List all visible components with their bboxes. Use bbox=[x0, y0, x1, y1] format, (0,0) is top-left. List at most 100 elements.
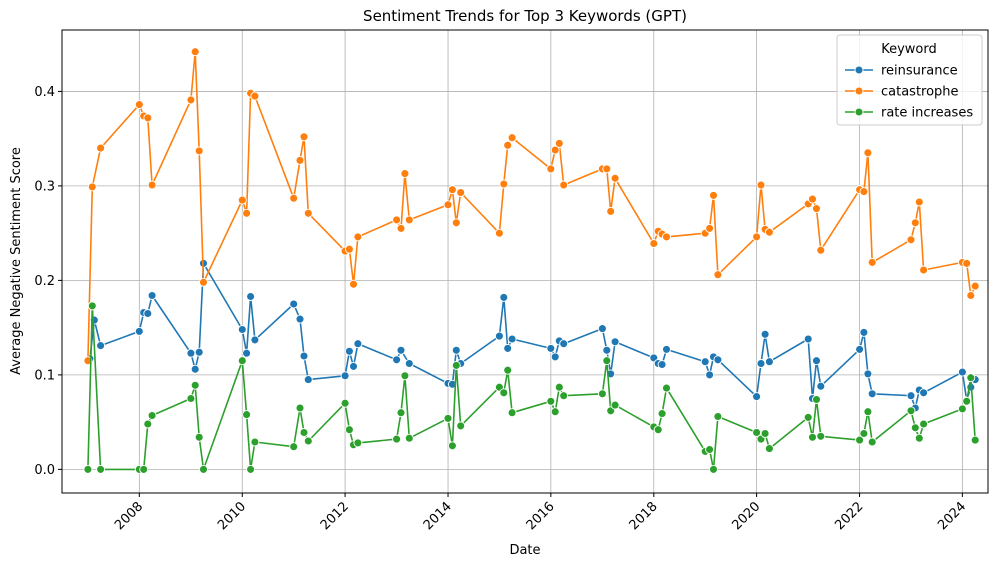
data-point-reinsurance bbox=[96, 341, 106, 351]
data-point-rate-increases bbox=[546, 396, 556, 406]
data-point-rate-increases bbox=[295, 403, 305, 413]
data-point-reinsurance bbox=[855, 344, 865, 354]
data-point-reinsurance bbox=[349, 361, 358, 371]
data-point-reinsurance bbox=[705, 370, 715, 380]
data-point-reinsurance bbox=[867, 389, 877, 399]
data-point-catastrophe bbox=[353, 232, 363, 242]
y-axis-title: Average Negative Sentiment Score bbox=[9, 147, 24, 375]
data-point-catastrophe bbox=[451, 218, 461, 228]
data-point-catastrophe bbox=[303, 208, 313, 218]
data-point-reinsurance bbox=[919, 388, 929, 398]
data-point-catastrophe bbox=[443, 200, 453, 210]
legend-items: reinsurance catastrophe rate increases bbox=[845, 64, 973, 121]
data-point-catastrophe bbox=[966, 291, 976, 300]
data-point-reinsurance bbox=[353, 339, 363, 349]
data-point-reinsurance bbox=[190, 364, 200, 374]
data-point-rate-increases bbox=[760, 429, 770, 438]
data-point-rate-increases bbox=[250, 437, 260, 447]
legend-title: Keyword bbox=[881, 42, 937, 57]
data-point-rate-increases bbox=[456, 421, 466, 431]
data-point-rate-increases bbox=[966, 373, 976, 383]
data-point-rate-increases bbox=[143, 419, 153, 429]
data-point-reinsurance bbox=[404, 359, 414, 368]
legend-label-reinsurance: reinsurance bbox=[881, 64, 958, 79]
data-point-rate-increases bbox=[396, 408, 406, 418]
data-point-catastrophe bbox=[392, 215, 402, 225]
data-point-catastrophe bbox=[242, 208, 252, 218]
data-point-rate-increases bbox=[859, 429, 869, 438]
data-point-rate-increases bbox=[910, 423, 920, 433]
data-point-rate-increases bbox=[816, 431, 826, 441]
series-catastrophe bbox=[83, 47, 980, 366]
data-point-rate-increases bbox=[147, 411, 157, 420]
data-point-catastrophe bbox=[808, 194, 817, 204]
data-point-catastrophe bbox=[143, 113, 153, 123]
data-point-catastrophe bbox=[87, 182, 97, 192]
data-point-catastrophe bbox=[906, 235, 916, 245]
data-point-catastrophe bbox=[237, 195, 247, 205]
data-point-reinsurance bbox=[610, 337, 620, 347]
data-point-reinsurance bbox=[752, 392, 762, 402]
data-point-catastrophe bbox=[550, 145, 560, 155]
data-point-rate-increases bbox=[87, 301, 97, 311]
data-point-catastrophe bbox=[190, 47, 200, 57]
legend-marker-rate-increases bbox=[854, 107, 864, 117]
data-point-rate-increases bbox=[919, 419, 929, 429]
data-point-rate-increases bbox=[803, 412, 813, 422]
data-point-reinsurance bbox=[340, 371, 350, 381]
series-layer bbox=[83, 47, 980, 474]
data-point-catastrophe bbox=[867, 257, 877, 267]
data-point-rate-increases bbox=[550, 407, 560, 417]
data-point-rate-increases bbox=[83, 464, 93, 474]
data-point-reinsurance bbox=[957, 367, 967, 377]
data-point-catastrophe bbox=[649, 239, 659, 248]
data-point-rate-increases bbox=[914, 433, 924, 443]
data-point-rate-increases bbox=[554, 382, 564, 392]
data-point-reinsurance bbox=[299, 351, 309, 361]
data-point-rate-increases bbox=[610, 400, 620, 410]
data-point-catastrophe bbox=[494, 228, 504, 238]
data-point-reinsurance bbox=[499, 292, 509, 302]
data-point-catastrophe bbox=[134, 100, 144, 110]
data-point-reinsurance bbox=[546, 343, 556, 353]
data-point-reinsurance bbox=[503, 343, 513, 353]
data-point-rate-increases bbox=[507, 408, 517, 418]
data-point-rate-increases bbox=[447, 441, 457, 451]
data-point-rate-increases bbox=[970, 435, 980, 445]
data-point-reinsurance bbox=[756, 359, 766, 368]
data-point-rate-increases bbox=[863, 407, 873, 417]
data-point-catastrophe bbox=[499, 179, 509, 189]
chart-title: Sentiment Trends for Top 3 Keywords (GPT… bbox=[363, 7, 687, 25]
y-tick-label: 0.3 bbox=[34, 179, 55, 194]
data-point-reinsurance bbox=[764, 357, 774, 367]
data-point-reinsurance bbox=[859, 327, 869, 337]
data-point-rate-increases bbox=[906, 406, 916, 416]
data-point-rate-increases bbox=[705, 445, 715, 454]
data-point-rate-increases bbox=[597, 389, 607, 399]
data-point-catastrophe bbox=[507, 133, 517, 143]
data-point-reinsurance bbox=[134, 326, 144, 336]
data-point-rate-increases bbox=[812, 395, 821, 404]
data-point-rate-increases bbox=[602, 356, 612, 366]
data-point-reinsurance bbox=[392, 355, 402, 365]
data-point-catastrophe bbox=[662, 232, 671, 242]
data-point-reinsurance bbox=[242, 348, 252, 358]
data-point-reinsurance bbox=[906, 391, 916, 401]
data-point-catastrophe bbox=[610, 173, 620, 183]
data-point-catastrophe bbox=[250, 91, 260, 101]
series-line-reinsurance bbox=[89, 262, 976, 409]
data-point-rate-increases bbox=[962, 396, 972, 406]
data-point-catastrophe bbox=[554, 138, 564, 148]
data-point-catastrophe bbox=[349, 279, 358, 289]
data-point-catastrophe bbox=[147, 180, 157, 190]
data-point-rate-increases bbox=[499, 388, 509, 398]
data-point-catastrophe bbox=[456, 188, 466, 197]
data-point-reinsurance bbox=[237, 325, 247, 334]
legend-box bbox=[836, 34, 983, 126]
data-point-rate-increases bbox=[709, 464, 718, 474]
data-point-rate-increases bbox=[246, 464, 256, 474]
legend: Keyword reinsurance catastrophe rate incre… bbox=[836, 34, 983, 126]
data-point-reinsurance bbox=[447, 379, 457, 389]
data-point-catastrophe bbox=[404, 215, 414, 225]
